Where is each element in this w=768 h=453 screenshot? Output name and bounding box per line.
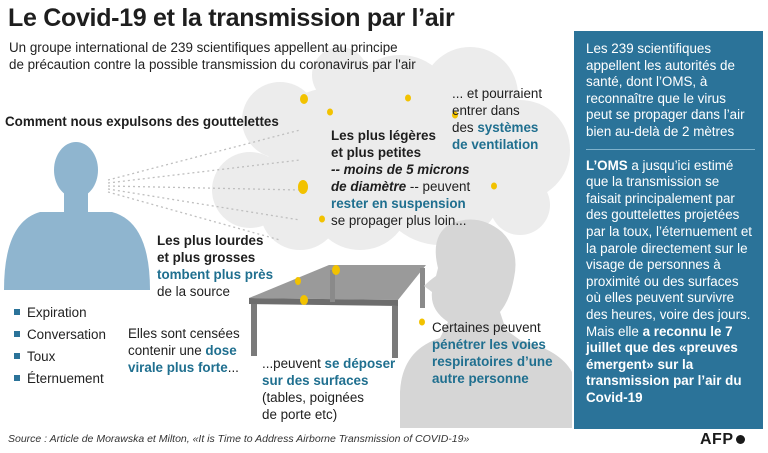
spray-lines	[107, 129, 301, 241]
bullet-square-icon	[14, 309, 20, 315]
source-note: Source : Article de Morawska et Milton, …	[8, 433, 470, 445]
afp-logo-text: AFP	[700, 431, 734, 448]
other-person-highlight: pénétrer les voies	[432, 337, 546, 352]
viral-dose-label: Elles sont censées contenir une dose vir…	[128, 325, 240, 376]
bullet-square-icon	[14, 353, 20, 359]
ventilation-highlight: systèmes	[477, 120, 539, 135]
expulsion-list: Expiration Conversation Toux Éternuement	[14, 301, 106, 389]
sidebar-divider	[586, 148, 755, 150]
other-person-highlight: autre personne	[432, 371, 529, 386]
surface-line: ...peuvent	[262, 356, 325, 371]
light-line: -- peuvent	[406, 179, 471, 194]
ventilation-line: ... et pourraient	[452, 86, 543, 101]
surface-highlight: se déposer	[324, 356, 396, 371]
ventilation-line: entrer dans	[452, 103, 520, 118]
surface-label: ...peuvent se déposer sur des surfaces (…	[262, 355, 395, 423]
dose-line: Elles sont censées	[128, 326, 240, 341]
page-title: Le Covid-19 et la transmission par l’air	[8, 4, 455, 32]
light-line: de diamètre	[331, 179, 407, 194]
surface-line: (tables, poignées	[262, 390, 364, 405]
table-illustration	[249, 265, 426, 358]
afp-logo: AFP	[700, 431, 745, 449]
light-line-highlight: rester en suspension	[331, 196, 466, 211]
ventilation-label: ... et pourraient entrer dans des systèm…	[452, 85, 542, 153]
heavy-line: Les plus lourdes	[157, 233, 264, 248]
sidebar-paragraph: Les 239 scientifiques appellent les auto…	[586, 41, 745, 139]
other-person-line: Certaines peuvent	[432, 320, 541, 335]
dose-highlight: dose	[205, 343, 237, 358]
list-item: Expiration	[14, 301, 106, 323]
expulsion-heading: Comment nous expulsons des gouttelettes	[5, 114, 279, 129]
list-item-label: Conversation	[27, 326, 106, 342]
dose-line: ...	[227, 360, 239, 375]
bullet-square-icon	[14, 331, 20, 337]
dose-line: contenir une	[128, 343, 206, 358]
light-line: et plus petites	[331, 145, 422, 160]
list-item: Toux	[14, 345, 106, 367]
info-sidebar: Les 239 scientifiques appellent les auto…	[574, 31, 763, 429]
ventilation-highlight: de ventilation	[452, 137, 539, 152]
light-line: Les plus légères	[331, 128, 436, 143]
light-droplets-label: Les plus légères et plus petites -- moin…	[331, 127, 470, 229]
person-listener	[400, 219, 572, 428]
light-line: -- moins de 5 microns	[331, 162, 470, 177]
afp-logo-dot-icon	[735, 435, 745, 445]
heavy-line: de la source	[157, 284, 230, 299]
list-item-label: Expiration	[27, 304, 87, 320]
ventilation-line: des	[452, 120, 478, 135]
subtitle-line: Un groupe international de 239 scientifi…	[9, 40, 398, 55]
sidebar-paragraph: L’OMS a jusqu’ici estimé que la transmis…	[586, 158, 755, 407]
sidebar-text: a jusqu’ici estimé que la transmission s…	[586, 157, 752, 339]
sidebar-who-label: L’OMS	[586, 157, 628, 173]
light-line: se propager plus loin...	[331, 213, 467, 228]
list-item: Conversation	[14, 323, 106, 345]
person-speaker	[4, 142, 150, 290]
dose-highlight: virale plus forte	[128, 360, 228, 375]
list-item: Éternuement	[14, 367, 106, 389]
sidebar-highlight: a reconnu le 7 juillet que des «preuves …	[586, 323, 742, 405]
surface-highlight: sur des surfaces	[262, 373, 369, 388]
subtitle-line: de précaution contre la possible transmi…	[9, 57, 416, 72]
heavy-droplets-label: Les plus lourdes et plus grosses tombent…	[157, 232, 273, 300]
bullet-square-icon	[14, 375, 20, 381]
aerosol-cloud	[212, 47, 570, 250]
heavy-highlight: tombent plus près	[157, 267, 274, 282]
list-item-label: Toux	[27, 348, 56, 364]
surface-line: de porte etc)	[262, 407, 338, 422]
heavy-line: et plus grosses	[157, 250, 256, 265]
other-person-label: Certaines peuvent pénétrer les voies res…	[432, 319, 553, 387]
list-item-label: Éternuement	[27, 370, 104, 386]
other-person-highlight: respiratoires d’une	[432, 354, 553, 369]
page-subtitle: Un groupe international de 239 scientifi…	[9, 39, 569, 73]
